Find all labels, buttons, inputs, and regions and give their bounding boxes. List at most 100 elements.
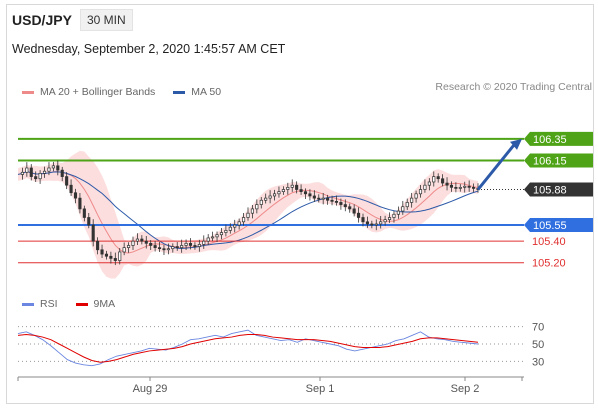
level-label-106.15: 106.15 bbox=[533, 155, 567, 167]
candle-body bbox=[38, 173, 42, 180]
candle-body bbox=[246, 212, 250, 218]
level-label-105.55: 105.55 bbox=[533, 220, 567, 232]
legend-swatch-9ma bbox=[75, 302, 88, 306]
candle-body bbox=[334, 200, 339, 203]
datetime-label: Wednesday, September 2, 2020 1:45:57 AM … bbox=[12, 42, 286, 56]
candle-body bbox=[233, 224, 237, 228]
candle-body bbox=[56, 165, 60, 171]
x-tick-label-1: Sep 1 bbox=[306, 383, 335, 395]
rsi-tick-70: 70 bbox=[532, 322, 544, 334]
candle-body bbox=[127, 245, 131, 248]
level-tag-106.35 bbox=[524, 131, 593, 146]
candle-body bbox=[96, 240, 100, 251]
legend-item-bollinger: MA 20 + Bollinger Bands bbox=[40, 86, 156, 98]
candle-body bbox=[463, 185, 467, 188]
candle-body bbox=[237, 221, 241, 226]
candle-body bbox=[361, 217, 365, 223]
candle-body bbox=[171, 246, 175, 250]
candle-body bbox=[175, 246, 179, 248]
candle-body bbox=[65, 176, 69, 186]
candle-body bbox=[427, 181, 431, 186]
candle-body bbox=[211, 236, 215, 239]
rsi-series-9ma bbox=[17, 333, 479, 363]
legend-swatch-ma50 bbox=[173, 90, 186, 94]
candle-body bbox=[228, 226, 232, 231]
candle-body bbox=[432, 176, 436, 183]
main-legend: MA 20 + Bollinger Bands MA 50 bbox=[22, 86, 221, 98]
candle-body bbox=[73, 192, 78, 199]
candle-body bbox=[295, 184, 299, 190]
candle-body bbox=[250, 208, 254, 214]
candle-body bbox=[272, 193, 277, 197]
candle-body bbox=[104, 253, 109, 257]
credit-label: Research © 2020 Trading Central bbox=[435, 81, 592, 93]
x-tick-label-0: Aug 29 bbox=[133, 383, 168, 395]
candle-body bbox=[317, 197, 321, 200]
candle-body bbox=[330, 199, 334, 202]
level-label-105.88: 105.88 bbox=[533, 185, 567, 197]
level-tag-105.55 bbox=[524, 218, 593, 233]
candle-body bbox=[308, 193, 312, 197]
candle-body bbox=[78, 197, 82, 210]
candle-body bbox=[113, 258, 117, 261]
candle-body bbox=[405, 202, 409, 208]
timeframe-badge[interactable]: 30 MIN bbox=[80, 9, 133, 31]
candle-body bbox=[149, 242, 153, 246]
rsi-tick-50: 50 bbox=[532, 339, 544, 351]
candle-body bbox=[118, 251, 122, 261]
candle-body bbox=[162, 248, 166, 251]
candle-body bbox=[82, 208, 86, 218]
candle-body bbox=[25, 167, 29, 173]
candle-body bbox=[157, 247, 162, 250]
candle-body bbox=[100, 249, 104, 255]
candle-body bbox=[410, 197, 414, 203]
candle-body bbox=[264, 197, 268, 201]
candle-body bbox=[436, 176, 440, 180]
candle-body bbox=[414, 193, 418, 199]
candle-body bbox=[34, 176, 38, 180]
candle-body bbox=[467, 185, 471, 188]
ma50-line bbox=[17, 171, 479, 249]
candle-body bbox=[396, 210, 400, 215]
level-label-105.40: 105.40 bbox=[532, 236, 566, 248]
rsi-legend: RSI 9MA bbox=[22, 298, 115, 310]
candle-body bbox=[387, 217, 392, 220]
candle-body bbox=[87, 217, 91, 226]
level-tag-106.15 bbox=[524, 153, 593, 168]
level-label-105.20: 105.20 bbox=[532, 258, 566, 270]
candle-body bbox=[379, 221, 383, 225]
last-price-tag bbox=[524, 182, 593, 197]
x-tick-label-2: Sep 2 bbox=[451, 383, 480, 395]
candle-body bbox=[418, 189, 423, 195]
candle-body bbox=[60, 169, 64, 177]
candle-body bbox=[153, 245, 157, 248]
candle-body bbox=[458, 187, 462, 189]
candle-body bbox=[374, 223, 378, 226]
projection-arrowhead bbox=[510, 138, 522, 150]
candle-body bbox=[277, 191, 281, 195]
rsi-series-rsi bbox=[17, 329, 479, 367]
candle-body bbox=[392, 213, 396, 218]
candle-body bbox=[215, 234, 219, 238]
candle-body bbox=[312, 195, 316, 199]
candle-body bbox=[197, 244, 201, 247]
candle-body bbox=[365, 221, 369, 225]
candle-body bbox=[29, 167, 33, 177]
candle-body bbox=[268, 195, 272, 199]
candle-body bbox=[290, 184, 294, 188]
candle-body bbox=[47, 167, 51, 172]
candle-body bbox=[348, 206, 352, 210]
candle-body bbox=[166, 248, 170, 251]
legend-item-rsi: RSI bbox=[40, 298, 58, 310]
candle-body bbox=[193, 245, 197, 247]
legend-item-9ma: 9MA bbox=[93, 298, 116, 310]
candle-body bbox=[401, 206, 405, 212]
candle-body bbox=[281, 189, 285, 193]
candle-body bbox=[51, 165, 55, 169]
candle-body bbox=[242, 217, 246, 223]
candle-body bbox=[286, 187, 290, 190]
candle-body bbox=[206, 237, 210, 242]
candle-body bbox=[449, 184, 454, 188]
candle-body bbox=[339, 202, 343, 205]
